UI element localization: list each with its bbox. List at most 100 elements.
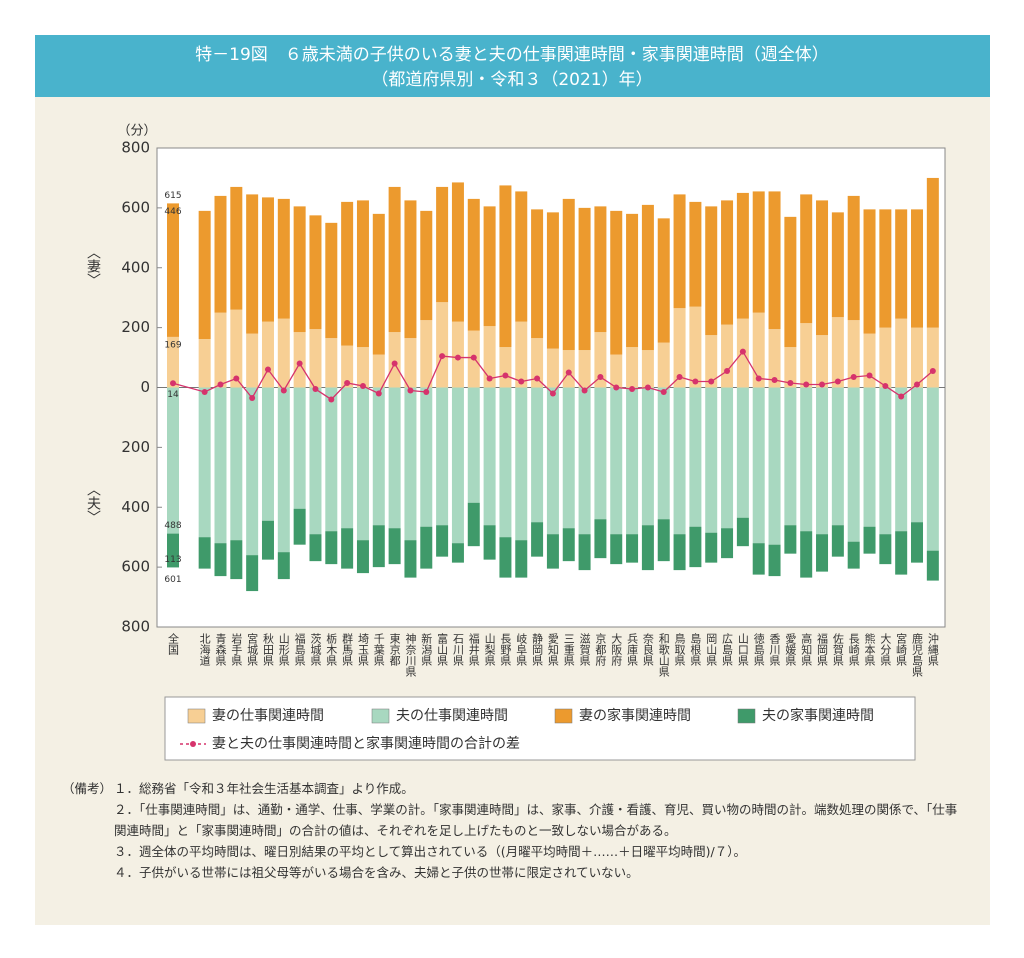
x-tick-label: 石川県	[451, 633, 464, 667]
bar-segment	[483, 387, 496, 526]
y-tick-label: 600	[121, 198, 150, 216]
diff-point	[819, 381, 826, 388]
bar-segment	[800, 387, 813, 532]
bar-segment	[610, 210, 623, 355]
bar-segment	[705, 387, 718, 533]
bar-segment	[752, 191, 765, 313]
x-tick-label: 愛知県	[546, 633, 559, 667]
bar-segment	[784, 216, 797, 348]
bar-segment	[356, 387, 369, 541]
x-tick-label: 山口県	[736, 633, 749, 667]
bar-segment	[167, 533, 179, 568]
bar-segment	[214, 195, 227, 313]
bar-segment	[436, 387, 449, 526]
diff-point	[803, 381, 810, 388]
bar-segment	[847, 320, 860, 388]
bar-segment	[641, 525, 654, 571]
bar-segment	[246, 387, 259, 556]
bar-segment	[293, 387, 306, 509]
legend-label: 夫の仕事関連時間	[396, 708, 508, 724]
bar-segment	[657, 387, 670, 520]
bar-segment	[895, 318, 908, 388]
bar-segment	[736, 387, 749, 518]
bar-segment	[341, 387, 354, 529]
diff-point	[644, 384, 651, 391]
bar-segment	[515, 387, 528, 541]
bar-segment	[594, 332, 607, 388]
diff-point	[629, 385, 636, 392]
bar-segment	[831, 525, 844, 557]
bar-segment	[388, 387, 401, 529]
bar-segment	[562, 350, 575, 388]
diff-point	[898, 393, 905, 400]
bar-segment	[230, 186, 243, 310]
bar-segment	[325, 222, 338, 339]
bar-segment	[436, 302, 449, 388]
bar-segment	[451, 182, 464, 322]
bar-segment	[863, 387, 876, 527]
bar-segment	[847, 195, 860, 321]
bar-segment	[515, 321, 528, 388]
bar-segment	[705, 206, 718, 336]
bar-segment	[879, 534, 892, 565]
bar-segment	[167, 203, 179, 337]
y-tick-label: 800	[121, 618, 150, 636]
bar-segment	[800, 531, 813, 578]
x-tick-label: 兵庫県	[626, 633, 639, 667]
diff-point	[454, 354, 461, 361]
bar-segment	[198, 339, 211, 388]
diff-point	[834, 378, 841, 385]
bar-segment	[531, 209, 544, 339]
bar-segment	[562, 528, 575, 562]
value-label: 488	[164, 521, 181, 531]
bar-segment	[261, 387, 274, 521]
x-tick-label: 山梨県	[483, 633, 496, 667]
bar-segment	[768, 191, 781, 330]
bar-segment	[436, 186, 449, 303]
diff-point	[692, 378, 699, 385]
bar-segment	[198, 537, 211, 569]
legend-swatch	[554, 708, 573, 724]
y-tick-label: 800	[121, 139, 150, 157]
bar-segment	[610, 534, 623, 565]
bar-segment	[309, 387, 322, 535]
diff-point	[439, 353, 446, 360]
x-tick-label: 宮城県	[246, 632, 259, 667]
legend-box	[164, 696, 916, 761]
legend-label: 妻の仕事関連時間	[212, 708, 324, 724]
bar-segment	[705, 335, 718, 388]
bar-segment	[467, 502, 480, 547]
total-label: 601	[164, 575, 181, 585]
bar-segment	[911, 327, 924, 388]
bar-segment	[562, 387, 575, 529]
bar-segment	[261, 321, 274, 388]
bar-segment	[895, 387, 908, 532]
bar-segment	[356, 540, 369, 574]
x-tick-label: 北海道	[198, 633, 211, 666]
bar-segment	[657, 519, 670, 562]
bar-segment	[800, 194, 813, 324]
bar-segment	[784, 387, 797, 526]
bar-segment	[546, 212, 559, 349]
bar-segment	[436, 525, 449, 557]
bar-segment	[626, 387, 639, 535]
bar-segment	[467, 198, 480, 331]
bar-segment	[499, 347, 512, 388]
bar-segment	[816, 534, 829, 572]
x-tick-label: 愛媛県	[784, 633, 797, 667]
x-tick-label: 群馬県	[341, 632, 354, 667]
x-tick-label: 大阪府	[610, 632, 623, 667]
bar-segment	[721, 324, 734, 388]
diff-point	[312, 385, 319, 392]
bar-segment	[863, 526, 876, 554]
x-tick-label: 埼玉県	[356, 632, 369, 667]
diff-point	[771, 377, 778, 384]
value-label: 446	[164, 207, 181, 217]
x-tick-label: 高知県	[800, 632, 813, 667]
x-tick-label: 静岡県	[531, 632, 544, 667]
bar-segment	[768, 387, 781, 545]
diff-point	[914, 381, 921, 388]
x-tick-label: 福井県	[467, 632, 480, 667]
bar-segment	[926, 387, 939, 551]
bar-segment	[356, 200, 369, 348]
